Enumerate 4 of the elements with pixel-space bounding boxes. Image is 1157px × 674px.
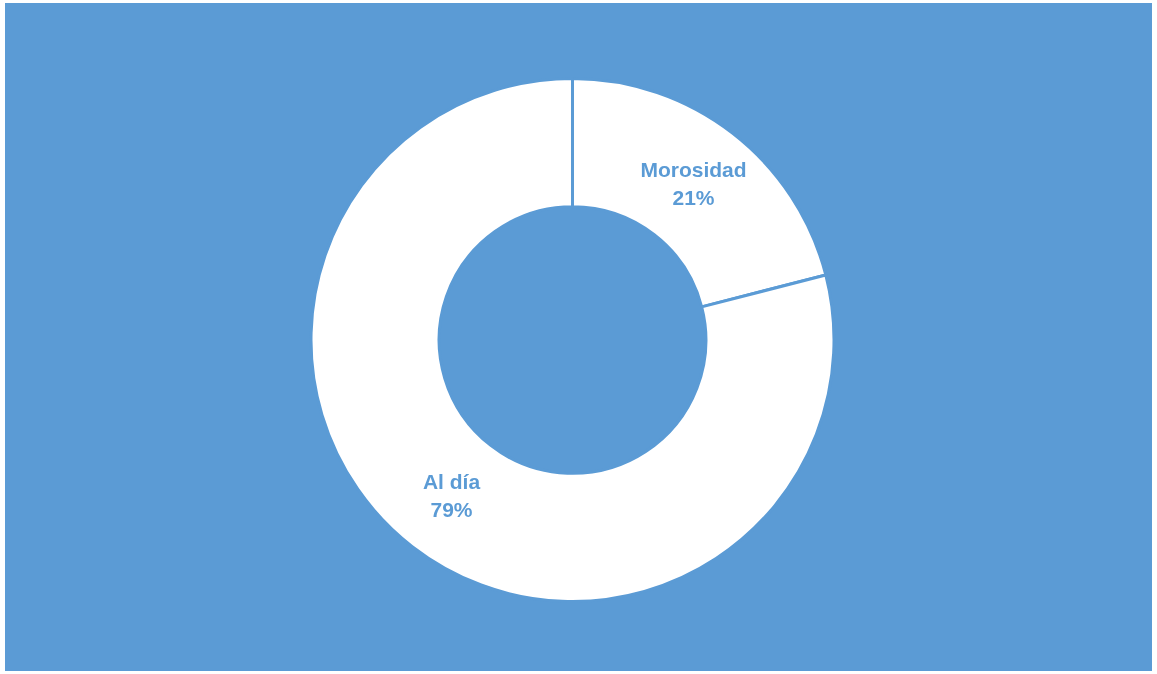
slice-label: Al día <box>422 469 481 493</box>
data-label: 79% <box>430 497 473 521</box>
data-label: 21% <box>672 185 715 209</box>
slice-label: Morosidad <box>640 157 747 181</box>
